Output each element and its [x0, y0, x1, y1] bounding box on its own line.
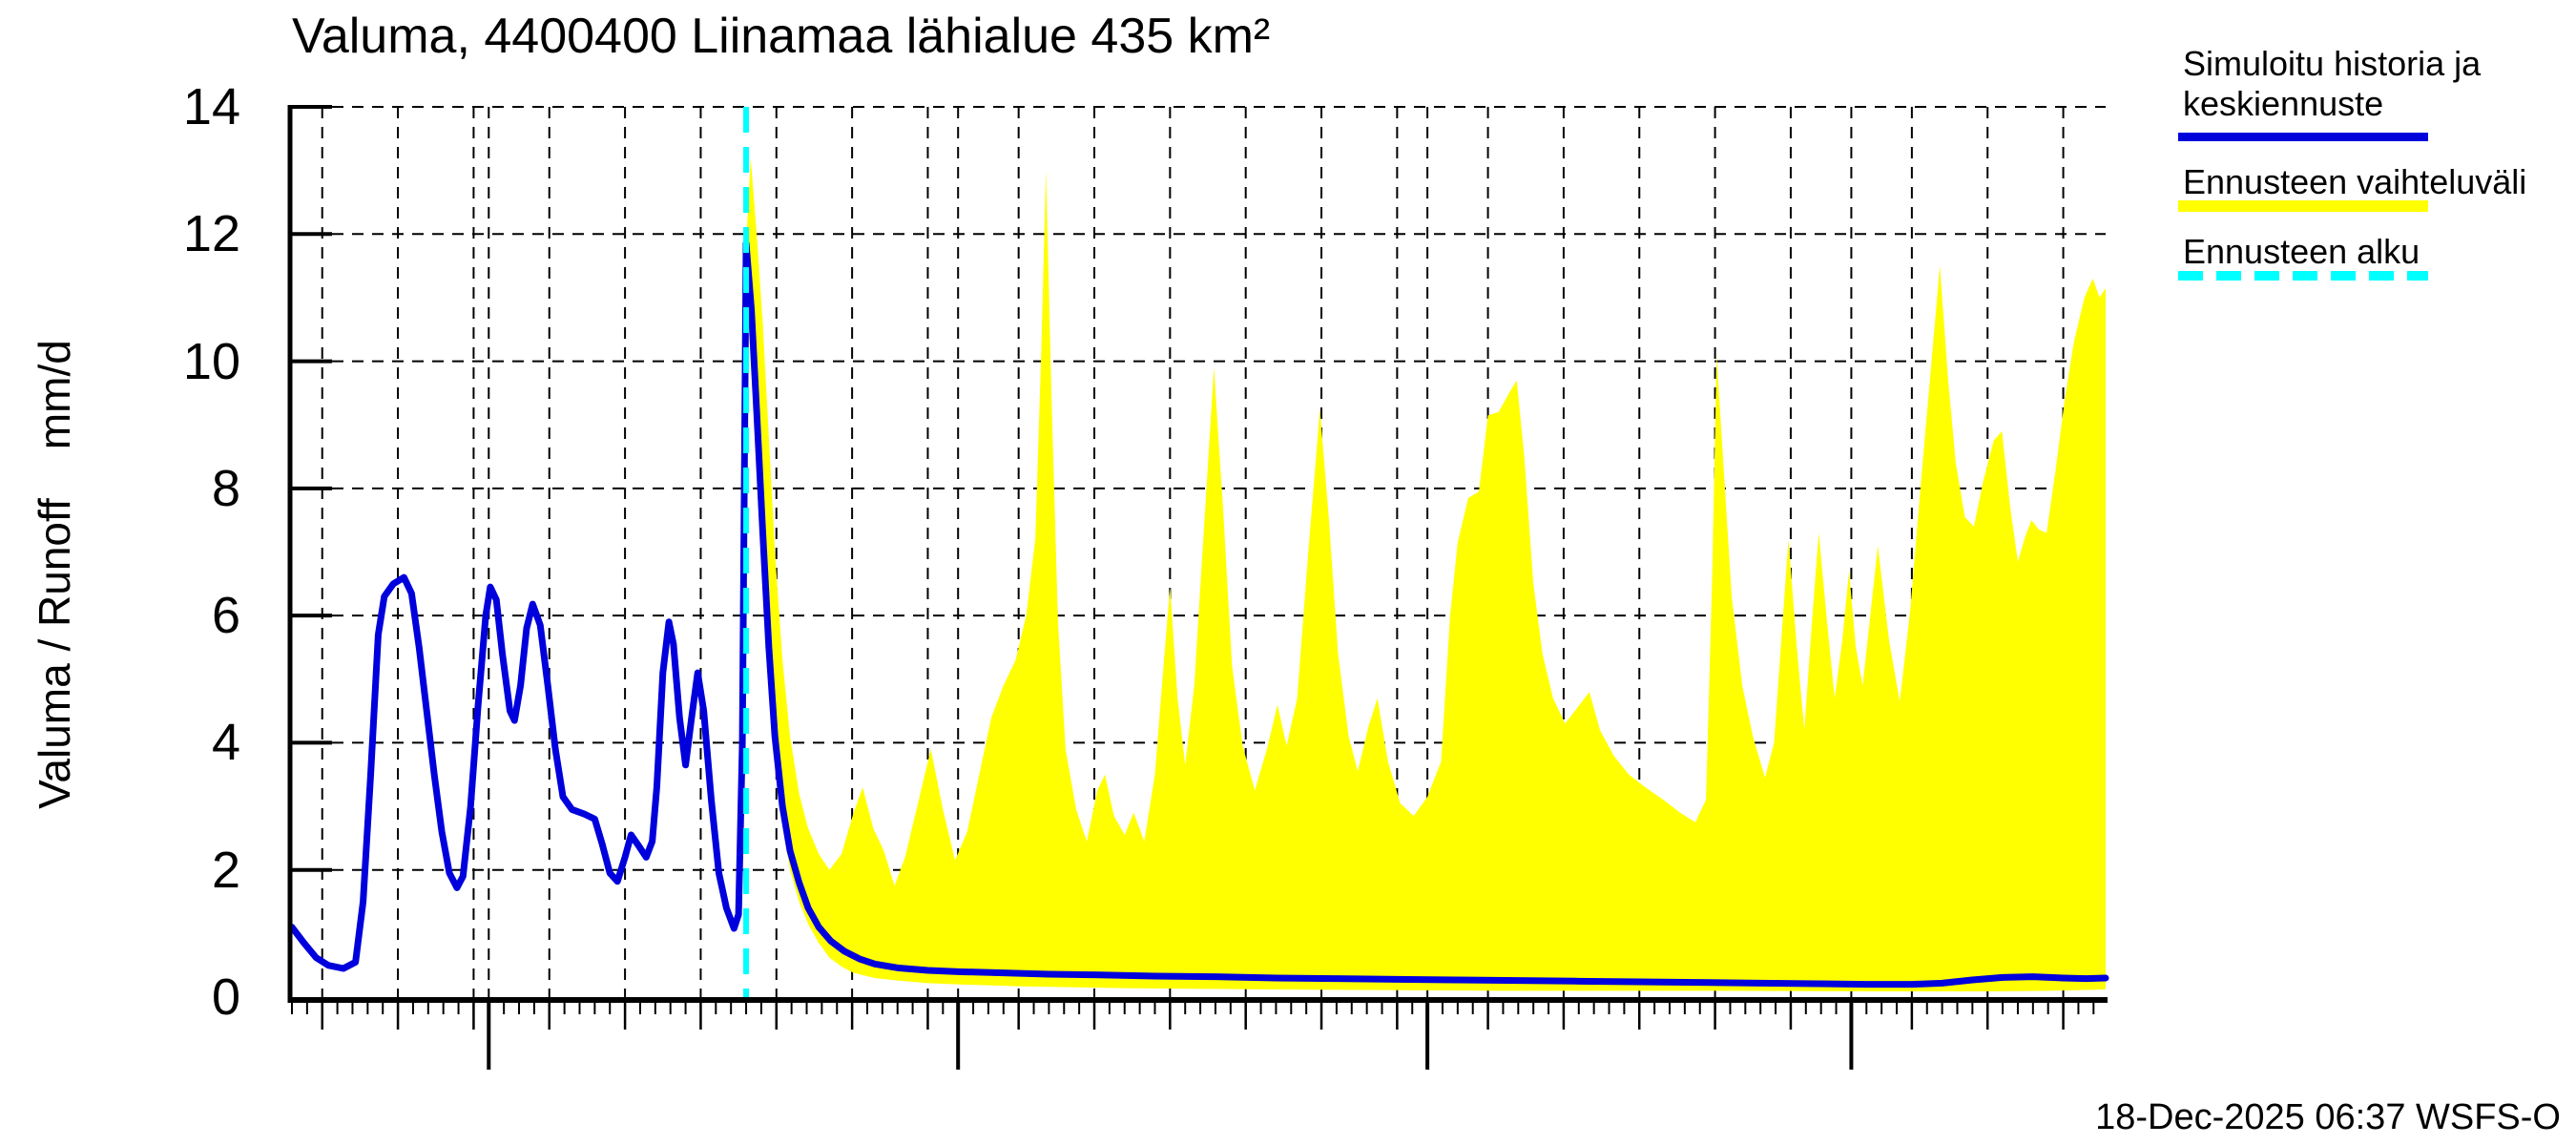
legend-label-simulated-line1: Simuloitu historia ja	[2183, 44, 2482, 83]
y-tick-label-0: 0	[211, 968, 240, 1026]
legend-swatch-simulated-line	[2178, 133, 2428, 141]
chart-title: Valuma, 4400400 Liinamaa lähialue 435 km…	[292, 9, 1271, 64]
y-tick-label-12: 12	[182, 205, 240, 262]
x-label-february: Helmikuu February	[1443, 1044, 1626, 1145]
y-tick-label-4: 4	[211, 714, 240, 771]
y-tick-label-6: 6	[211, 587, 240, 644]
y-axis-label: Valuma / Runoff mm/d	[30, 340, 79, 809]
x-label-december: Joulukuu 2025	[504, 1044, 679, 1145]
y-tick-label-2: 2	[211, 842, 240, 899]
generation-timestamp: 18-Dec-2025 06:37 WSFS-O	[2095, 1097, 2561, 1137]
y-tick-label-14: 14	[182, 78, 240, 135]
legend-swatch-forecast-start-dashed-line	[2178, 271, 2428, 281]
legend-swatch-forecast-range	[2178, 200, 2428, 212]
y-tick-label-10: 10	[182, 333, 240, 390]
x-label-march: Maaliskuu March	[1866, 1044, 2064, 1145]
x-label-january: Tammikuu 2026	[973, 1044, 1174, 1145]
y-tick-label-8: 8	[211, 460, 240, 517]
legend-label-forecast-range: Ennusteen vaihteluväli	[2183, 162, 2527, 201]
legend-label-simulated-line2: keskiennuste	[2183, 84, 2384, 123]
legend-label-forecast-start: Ennusteen alku	[2183, 232, 2420, 271]
